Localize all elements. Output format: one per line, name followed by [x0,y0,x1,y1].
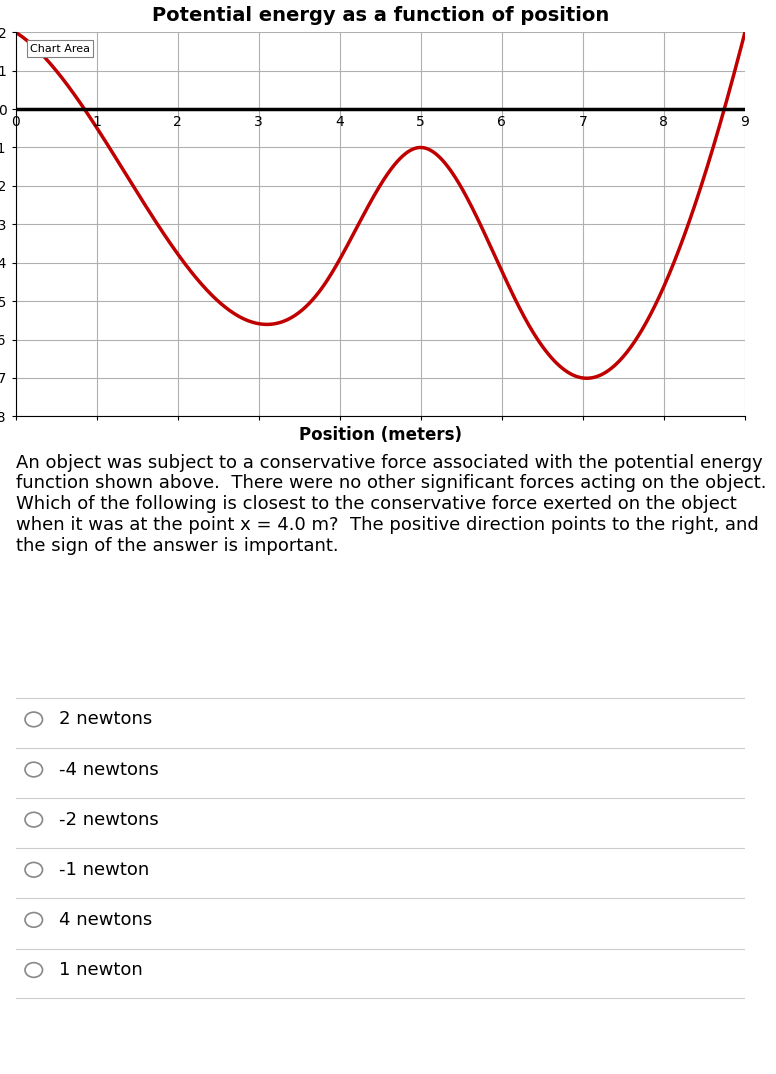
Text: 1: 1 [92,115,101,129]
Text: 5: 5 [417,115,425,129]
X-axis label: Position (meters): Position (meters) [299,426,462,445]
Text: 8: 8 [660,115,668,129]
Text: -1 newton: -1 newton [59,860,150,879]
Text: 9: 9 [740,115,750,129]
Title: Potential energy as a function of position: Potential energy as a function of positi… [151,6,609,25]
Text: 0: 0 [11,115,20,129]
Text: 2 newtons: 2 newtons [59,710,153,728]
Text: 4: 4 [335,115,344,129]
Text: 1 newton: 1 newton [59,961,143,979]
Text: -4 newtons: -4 newtons [59,760,159,779]
Text: 4 newtons: 4 newtons [59,911,153,929]
Text: 2: 2 [173,115,182,129]
Text: 3: 3 [255,115,263,129]
Text: An object was subject to a conservative force associated with the potential ener: An object was subject to a conservative … [16,453,772,555]
Text: -2 newtons: -2 newtons [59,811,159,829]
Text: Chart Area: Chart Area [30,44,90,54]
Text: 7: 7 [578,115,587,129]
Text: 6: 6 [497,115,506,129]
